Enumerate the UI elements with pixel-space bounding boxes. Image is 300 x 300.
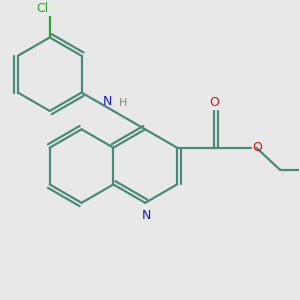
Text: O: O — [209, 96, 219, 109]
Text: H: H — [119, 98, 128, 108]
Text: N: N — [142, 208, 152, 222]
Text: N: N — [102, 95, 112, 108]
Text: O: O — [252, 141, 262, 154]
Text: Cl: Cl — [36, 2, 48, 14]
